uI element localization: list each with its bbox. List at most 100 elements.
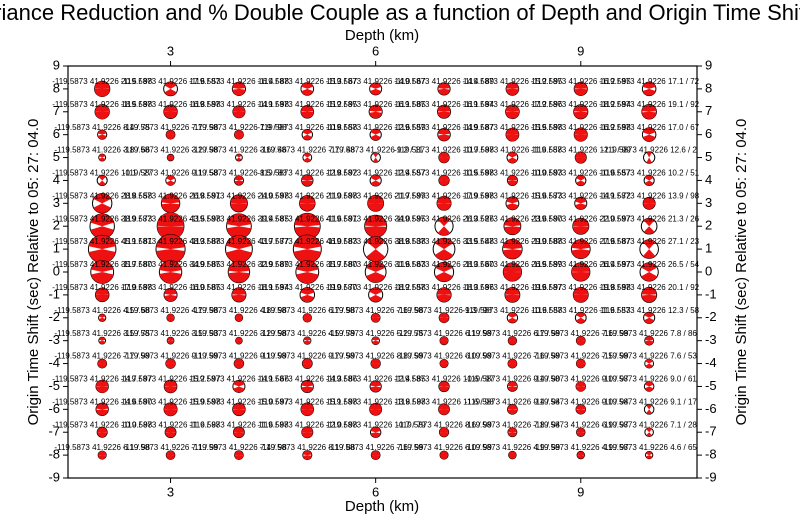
beachball-compression: [437, 196, 452, 211]
beachball-label: -119.5873 41.9226 14.1 / 98: [189, 100, 289, 109]
x-tick-label: 6: [372, 484, 379, 499]
beachball-label: -119.5873 41.9226 31.6 / 63: [326, 260, 426, 269]
beachball-label: -119.5873 41.9226 41.6 / 91: [257, 214, 357, 223]
beachball-label: -119.5873 41.9226 3.6 / 46: [191, 146, 287, 155]
y-tick-label-right: 0: [705, 263, 712, 278]
beachball-compression: [506, 82, 519, 96]
beachball-compression: [94, 81, 110, 97]
y-tick-label-right: 2: [705, 218, 712, 233]
beachball-label: -119.5873 41.9226 9.1 / 58: [123, 169, 219, 178]
beachball-label: -119.5873 41.9226 48.3 / 88: [121, 237, 221, 246]
beachball-compression: [575, 151, 587, 164]
beachball-compression: [303, 153, 312, 162]
beachball-label: -119.5873 41.9226 14.6 / 90: [52, 397, 152, 406]
y-tick-label: -7: [48, 424, 60, 439]
beachball-compression: [236, 154, 242, 161]
beachball-label: -119.5873 41.9226 4.5 / 68: [54, 306, 150, 315]
beachball-label: -119.5873 41.9226 4.6 / 65: [601, 443, 697, 452]
beachball-compression: [370, 82, 382, 95]
beachball-compression: [228, 261, 250, 283]
beachball-label: -119.5873 41.9226 11.6 / 98: [394, 397, 494, 406]
beachball-label: -119.5873 41.9226 14.4 / 89: [394, 77, 494, 86]
beachball-compression: [437, 105, 451, 119]
beachball-compression: [164, 81, 177, 96]
beachball-compression: [88, 235, 116, 263]
beachball-compression: [576, 381, 586, 392]
beachball-compression: [643, 218, 655, 235]
beachball-label: -119.5873 41.9226 33.5 / 48: [394, 237, 494, 246]
beachball-compression: [644, 381, 654, 392]
beachball-compression: [573, 287, 589, 303]
beachball-label: -119.5873 41.9226 19.0 / 70: [257, 283, 357, 292]
beachball-label: -119.5873 41.9226 7.7 / 99: [54, 352, 150, 361]
beachball-compression: [301, 105, 314, 119]
beachball-label: -119.5873 41.9226 7.6 / 99: [328, 443, 424, 452]
beachball-compression: [166, 314, 175, 322]
beachball-compression: [231, 287, 246, 302]
beachball-compression: [371, 313, 381, 323]
beachball-compression: [641, 287, 657, 303]
beachball-label: -119.5873 41.9226 7.7 / 98: [123, 123, 219, 132]
beachball-compression: [503, 262, 522, 282]
beachball-compression: [507, 404, 518, 415]
beachball-compression: [167, 154, 174, 161]
beachball-compression: [643, 239, 656, 259]
beachball-compression: [440, 336, 449, 345]
beachball-compression: [506, 196, 519, 210]
beachball-label: -119.5873 41.9226 15.5 / 98: [462, 123, 562, 132]
beachball-label: -119.5873 41.9226 13.8 / 98: [326, 397, 426, 406]
beachball-label: -119.5873 41.9226 15.6 / 73: [462, 191, 562, 200]
y-tick-label-right: 1: [705, 241, 712, 256]
beachball-compression: [165, 426, 176, 438]
beachball-label: -119.5873 41.9226 28.3 / 60: [394, 260, 494, 269]
beachball-label: -119.5873 41.9226 19.8 / 98: [531, 283, 631, 292]
beachball-compression: [372, 152, 379, 163]
beachball-label: -119.5873 41.9226 10.7 / 79: [326, 420, 426, 429]
beachball-label: -119.5873 41.9226 7.8 / 86: [601, 329, 697, 338]
beachball-compression: [645, 359, 653, 368]
beachball-compression: [90, 214, 114, 239]
beachball-compression: [301, 174, 313, 187]
beachball-label: -119.5873 41.9226 12.0 / 98: [257, 420, 357, 429]
beachball-compression: [440, 451, 449, 460]
beachball-compression: [159, 260, 182, 284]
beachball-label: -119.5873 41.9226 17.2 / 96: [462, 100, 562, 109]
beachball-label: -119.5873 41.9226 11.6 / 53: [531, 306, 631, 315]
beachball-compression: [233, 426, 245, 438]
beachball-label: -119.5873 41.9226 26.8 / 91: [121, 191, 221, 200]
beachball-label: -119.5873 41.9226 16.2 / 98: [531, 123, 631, 132]
beachball-compression: [165, 358, 176, 369]
beachball-label: -119.5873 41.9226 8.4 / 75: [54, 123, 150, 132]
beachball-label: -119.5873 41.9226 7.6 / 99: [533, 329, 629, 338]
beachball-compression: [302, 358, 313, 369]
beachball-label: -119.5873 41.9226 21.0 / 98: [257, 191, 357, 200]
beachball-label: -119.5873 41.9226 3.5 / 75: [54, 329, 150, 338]
beachball-label: -119.5873 41.9226 9.1 / 99: [123, 352, 219, 361]
beachball-label: -119.5873 41.9226 3.2 / 98: [123, 146, 219, 155]
beachball-compression: [641, 262, 658, 282]
y-tick-label: 5: [53, 149, 60, 164]
beachball-compression: [95, 104, 110, 120]
beachball-compression: [576, 359, 586, 368]
x-axis-label: Depth (km): [345, 498, 419, 515]
beachball-label: -119.5873 41.9226 9.0 / 97: [533, 375, 629, 384]
beachball-label: -119.5873 41.9226 17.0 / 98: [52, 283, 152, 292]
beachball-compression: [234, 358, 244, 369]
beachball-label: -119.5873 41.9226 14.0 / 67: [326, 77, 426, 86]
beachball-label: -119.5873 41.9226 35.7 / 80: [52, 260, 152, 269]
beachball-label: -119.5873 41.9226 20.5 / 98: [52, 77, 152, 86]
beachball-compression: [575, 197, 587, 210]
beachball-label: -119.5873 41.9226 18.1 / 94: [189, 283, 289, 292]
beachball-compression: [166, 450, 175, 460]
beachball-label: -119.5873 41.9226 14.3 / 86: [257, 375, 357, 384]
beachball-label: -119.5873 41.9226 26.4 / 97: [531, 260, 631, 269]
beachball-compression: [232, 403, 246, 416]
beachball-compression: [234, 450, 244, 460]
beachball-compression: [571, 262, 590, 282]
y-axis-label: Origin Time Shift (sec) Relative to 05: …: [25, 119, 42, 426]
beachball-label: -119.5873 41.9226 14.1 / 66: [189, 375, 289, 384]
beachball-label: -119.5873 41.9226 21.3 / 26: [599, 214, 699, 223]
beachball-compression: [505, 287, 520, 303]
beachball-label: -119.5873 41.9226 18.5 / 98: [52, 100, 152, 109]
beachball-label: -119.5873 41.9226 18.2 / 94: [531, 100, 631, 109]
